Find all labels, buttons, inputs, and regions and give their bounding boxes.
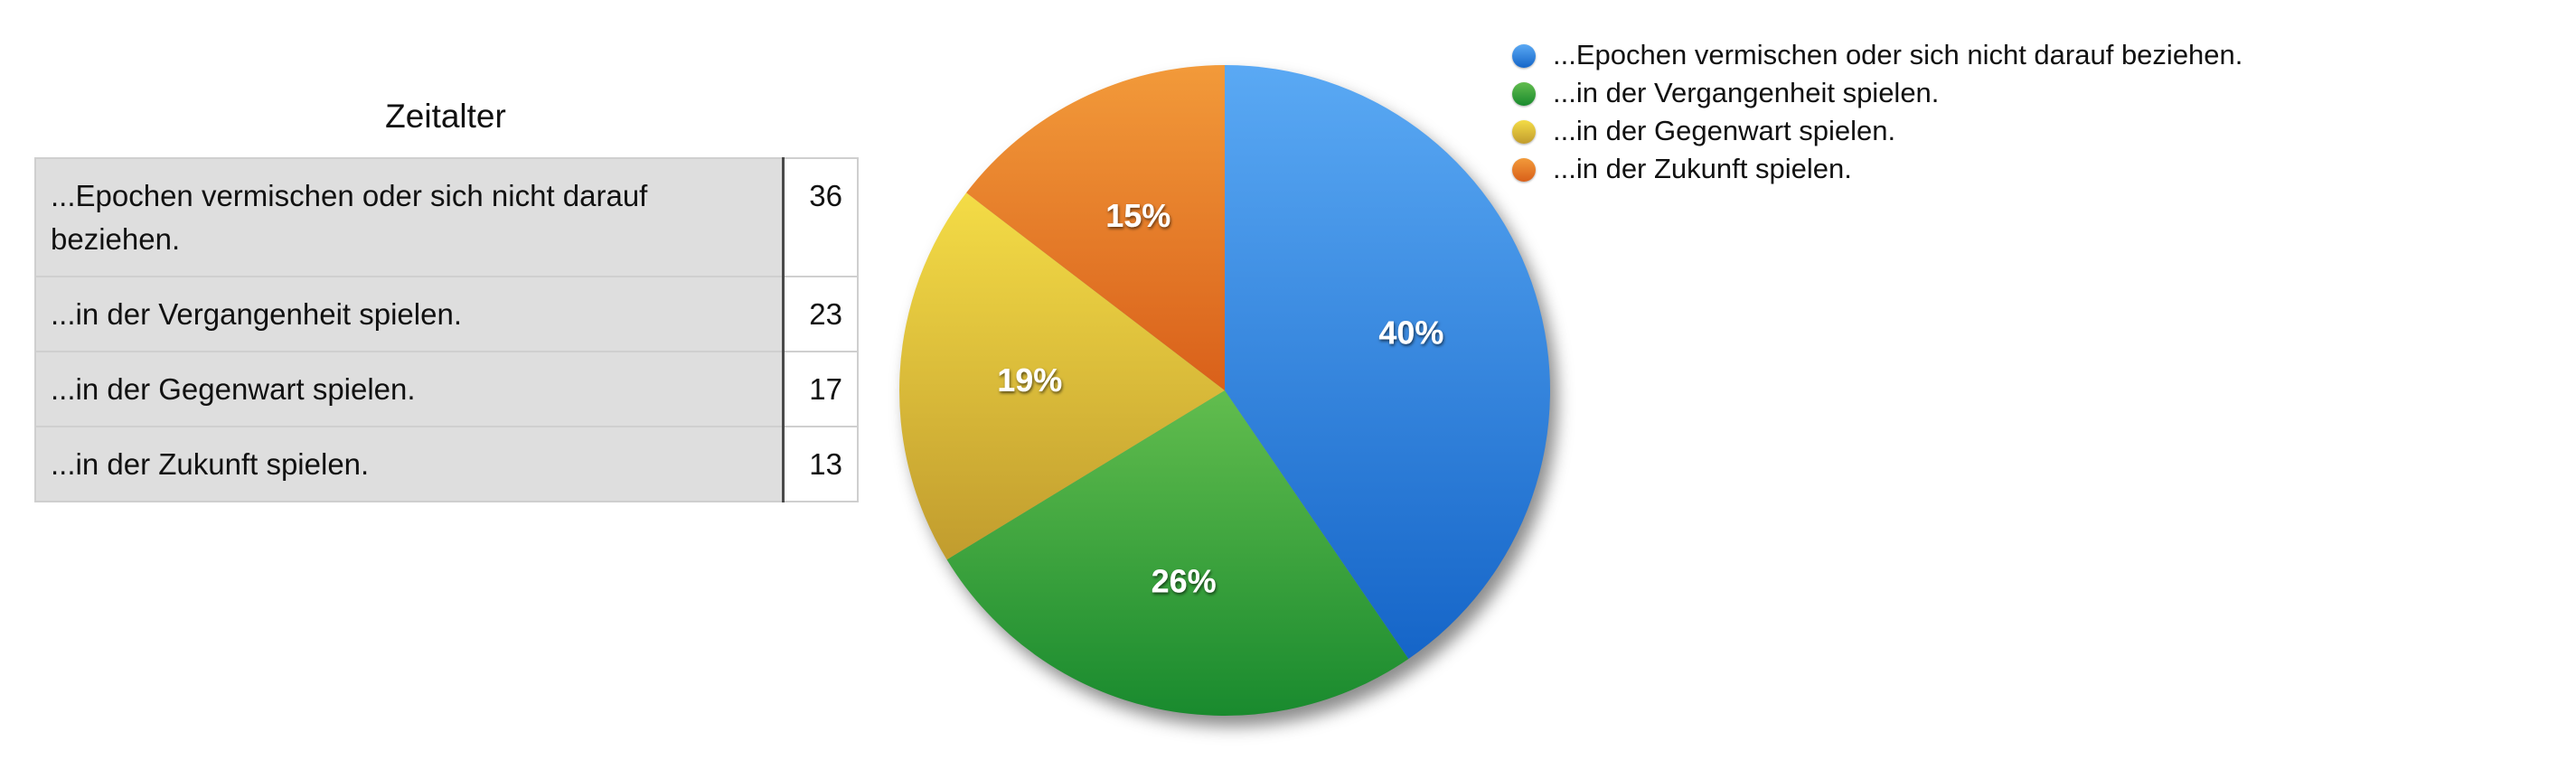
legend-swatch (1512, 158, 1536, 182)
table-cell-category: ...in der Vergangenheit spielen. (34, 276, 785, 352)
count-value: 17 (809, 372, 842, 406)
pie-data-label: 26% (1152, 563, 1217, 600)
legend-label: ...in der Gegenwart spielen. (1553, 115, 1896, 146)
count-value: 36 (809, 179, 842, 212)
category-label: ...in der Zukunft spielen. (51, 447, 370, 481)
legend-item: ...in der Gegenwart spielen. (1505, 112, 2242, 150)
table-row: ...in der Gegenwart spielen. 17 (34, 351, 860, 427)
data-table: ...Epochen vermischen oder sich nicht da… (34, 157, 860, 502)
count-value: 23 (809, 297, 842, 331)
legend-item: ...in der Vergangenheit spielen. (1505, 74, 2242, 112)
legend-item: ...in der Zukunft spielen. (1505, 150, 2242, 188)
category-label: ...Epochen vermischen oder sich nicht da… (51, 179, 648, 256)
table-row: ...Epochen vermischen oder sich nicht da… (34, 157, 860, 277)
legend-swatch (1512, 82, 1536, 106)
table-cell-category: ...Epochen vermischen oder sich nicht da… (34, 157, 785, 277)
pie-slice (946, 390, 1409, 716)
table-row: ...in der Zukunft spielen. 13 (34, 426, 860, 502)
pie-slice (966, 65, 1225, 390)
legend-item: ...Epochen vermischen oder sich nicht da… (1505, 36, 2242, 74)
table-title: Zeitalter (385, 98, 506, 135)
legend-swatch (1512, 120, 1536, 144)
legend-label: ...Epochen vermischen oder sich nicht da… (1553, 39, 2243, 70)
pie-slice (898, 192, 1225, 560)
category-label: ...in der Vergangenheit spielen. (51, 297, 462, 331)
table-cell-value: 23 (782, 276, 860, 352)
table-cell-value: 17 (782, 351, 860, 427)
table-cell-category: ...in der Gegenwart spielen. (34, 351, 785, 427)
table-cell-category: ...in der Zukunft spielen. (34, 426, 785, 502)
table-cell-value: 13 (782, 426, 860, 502)
legend-label: ...in der Vergangenheit spielen. (1553, 77, 1940, 108)
legend-label: ...in der Zukunft spielen. (1553, 153, 1852, 184)
pie-slice (1225, 65, 1550, 660)
table-row: ...in der Vergangenheit spielen. 23 (34, 276, 860, 352)
pie-data-label: 40% (1378, 314, 1443, 352)
chart-legend: ...Epochen vermischen oder sich nicht da… (1505, 36, 2242, 188)
category-label: ...in der Gegenwart spielen. (51, 372, 416, 406)
table-cell-value: 36 (782, 157, 860, 277)
pie-data-label: 15% (1105, 197, 1170, 234)
legend-swatch (1512, 44, 1536, 68)
count-value: 13 (809, 447, 842, 481)
pie-data-label: 19% (997, 361, 1062, 399)
